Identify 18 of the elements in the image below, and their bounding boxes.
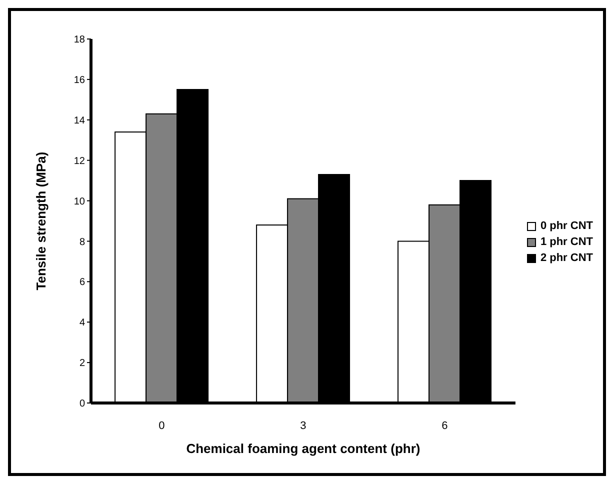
y-tick-label: 16 [74,74,86,86]
y-axis-title: Tensile strength (MPa) [34,152,49,290]
y-tick-label: 10 [74,196,86,208]
legend-label: 2 phr CNT [540,252,593,264]
y-tick-label: 6 [79,277,86,288]
x-tick-label: 3 [300,420,306,432]
legend-label: 1 phr CNT [540,236,593,248]
legend-label: 0 phr CNT [540,220,593,232]
y-tick-label: 0 [79,398,86,410]
y-tick-label: 4 [79,318,86,329]
x-tick-label: 0 [158,420,165,432]
y-tick-label: 2 [79,358,86,370]
x-tick-label: 6 [442,420,448,432]
y-tick-label: 14 [74,115,86,126]
y-tick-label: 8 [79,236,86,248]
y-tick-label: 18 [74,34,86,46]
y-tick-label: 12 [74,156,86,167]
x-axis-title: Chemical foaming agent content (phr) [186,441,420,456]
